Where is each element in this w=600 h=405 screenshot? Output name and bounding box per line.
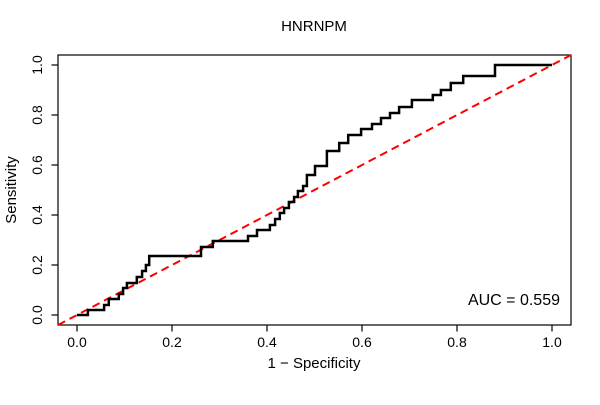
chance-diagonal-line [57,54,572,326]
x-tick-label: 0.8 [447,334,467,350]
y-axis-label: Sensitivity [3,156,20,224]
y-tick-label: 0.2 [29,255,45,275]
x-tick-label: 1.0 [542,334,562,350]
x-tick-label: 0.4 [257,334,277,350]
y-tick-label: 0.8 [29,105,45,125]
x-axis: 0.0 0.2 0.4 0.6 0.8 1.0 [67,325,562,350]
plot-box [57,54,572,326]
y-axis: 0.0 0.2 0.4 0.6 0.8 1.0 [29,55,58,325]
y-tick-label: 0.0 [29,305,45,325]
chart-title: HNRNPM [281,18,347,35]
x-tick-label: 0.2 [162,334,182,350]
roc-curve [77,63,552,317]
y-tick-label: 1.0 [29,55,45,75]
auc-annotation: AUC = 0.559 [468,292,560,309]
x-axis-label: 1 − Specificity [268,355,361,372]
x-tick-label: 0.6 [352,334,372,350]
y-tick-label: 0.6 [29,155,45,175]
y-tick-label: 0.4 [29,205,45,225]
x-tick-label: 0.0 [67,334,87,350]
